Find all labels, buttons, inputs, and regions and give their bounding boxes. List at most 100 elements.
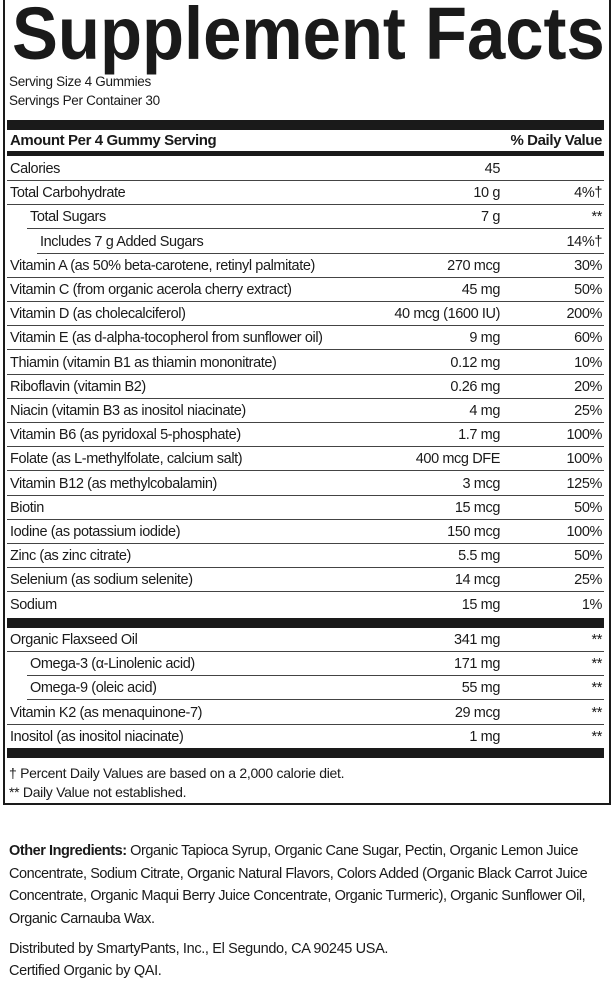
nutrient-name: Selenium (as sodium selenite) — [10, 572, 193, 589]
table-row: Vitamin C (from organic acerola cherry e… — [7, 278, 604, 302]
footnote-double-asterisk: ** Daily Value not established. — [9, 784, 187, 800]
nutrient-dv: 100% — [566, 451, 603, 468]
divider-thick — [7, 120, 604, 130]
nutrient-amount: 10 g — [473, 185, 500, 202]
other-ingredients-text: Organic Tapioca Syrup, Organic Cane Suga… — [9, 843, 588, 927]
nutrient-name: Organic Flaxseed Oil — [10, 632, 138, 648]
nutrient-amount: 0.12 mg — [450, 354, 500, 371]
table-row: Vitamin B6 (as pyridoxal 5-phosphate) 1.7… — [7, 423, 604, 448]
nutrient-amount: 400 mcg DFE — [415, 451, 501, 468]
nutrient-dv: ** — [591, 632, 603, 648]
table-row: Vitamin K2 (as menaquinone-7) 29 mcg ** — [7, 701, 604, 725]
nutrient-dv: 50% — [574, 548, 602, 565]
table-row: Niacin (vitamin B3 as inositol niacinate… — [7, 399, 604, 423]
serving-size: Serving Size 4 Gummies — [9, 74, 151, 89]
nutrient-dv: 25% — [574, 403, 602, 419]
nutrient-name: Total Sugars — [30, 209, 106, 226]
nutrient-amount: 150 mcg — [447, 524, 500, 540]
nutrient-amount: 15 mg — [461, 596, 501, 613]
nutrient-dv: 60% — [574, 330, 602, 347]
table-row: Iodine (as potassium iodide) 150 mcg 100% — [7, 520, 604, 544]
nutrient-dv: 125% — [566, 475, 603, 492]
nutrient-dv: 14%† — [566, 233, 603, 250]
nutrient-name: Sodium — [10, 596, 57, 613]
nutrient-name: Total Carbohydrate — [10, 185, 126, 202]
amount-header: Amount Per 4 Gummy Serving — [10, 132, 217, 149]
table-row: Vitamin B12 (as methylcobalamin) 3 mcg 125… — [7, 472, 604, 496]
nutrient-amount: 270 mcg — [447, 257, 500, 274]
nutrient-name: Calories — [10, 161, 60, 177]
nutrient-dv: ** — [591, 680, 603, 697]
nutrient-amount: 55 mg — [461, 680, 501, 697]
nutrient-name: Vitamin K2 (as menaquinone-7) — [10, 704, 203, 721]
nutrient-name: Vitamin E (as d-alpha-tocopherol from su… — [10, 330, 323, 347]
nutrient-amount: 45 mg — [461, 282, 501, 298]
divider-medium — [7, 151, 604, 156]
nutrient-dv: ** — [591, 656, 603, 673]
nutrient-dv: 50% — [574, 282, 602, 298]
nutrient-dv: ** — [591, 728, 603, 745]
nutrient-dv: 30% — [574, 257, 602, 274]
nutrient-name: Niacin (vitamin B3 as inositol niacinate… — [10, 403, 246, 419]
nutrient-name: Vitamin B6 (as pyridoxal 5-phosphate) — [10, 427, 241, 444]
nutrient-dv: 25% — [574, 572, 602, 589]
nutrient-dv: ** — [591, 209, 603, 226]
nutrient-name: Iodine (as potassium iodide) — [10, 524, 181, 540]
dv-header: % Daily Value — [510, 132, 602, 149]
table-row: Biotin 15 mcg 50% — [7, 496, 604, 520]
nutrient-name: Zinc (as zinc citrate) — [10, 548, 131, 565]
nutrient-dv: 100% — [566, 524, 603, 540]
nutrient-amount: 171 mg — [454, 656, 500, 673]
nutrient-name: Vitamin A (as 50% beta-carotene, retinyl… — [10, 257, 315, 274]
table-row: Omega-9 (oleic acid) 55 mg ** — [27, 676, 604, 701]
other-ingredients: Other Ingredients: Organic Tapioca Syrup… — [9, 840, 607, 930]
nutrient-dv: 10% — [574, 354, 602, 371]
table-row: Zinc (as zinc citrate) 5.5 mg 50% — [7, 544, 604, 569]
nutrient-amount: 45 — [484, 161, 501, 177]
nutrient-name: Thiamin (vitamin B1 as thiamin mononitra… — [10, 354, 277, 371]
nutrient-name: Folate (as L-methylfolate, calcium salt) — [10, 451, 243, 468]
nutrient-amount: 15 mcg — [454, 499, 501, 516]
nutrient-dv: ** — [591, 704, 603, 721]
nutrient-amount: 4 mg — [469, 403, 500, 419]
divider-thick — [7, 748, 604, 758]
nutrient-name: Biotin — [10, 499, 44, 516]
nutrient-amount: 1.7 mg — [458, 427, 500, 444]
table-row: Riboflavin (vitamin B2) 0.26 mg 20% — [7, 375, 604, 399]
footnote-dagger: † Percent Daily Values are based on a 2,… — [9, 765, 345, 781]
nutrient-amount: 29 mcg — [454, 704, 501, 721]
nutrient-dv: 1% — [581, 596, 603, 613]
nutrient-dv: 20% — [574, 378, 602, 395]
nutrient-name: Inositol (as inositol niacinate) — [10, 728, 184, 745]
nutrient-amount: 9 mg — [469, 330, 500, 347]
nutrient-name: Includes 7 g Added Sugars — [40, 233, 204, 250]
nutrient-amount: 3 mcg — [462, 475, 501, 492]
nutrient-dv: 200% — [566, 306, 603, 323]
table-row: Calories 45 — [7, 157, 604, 181]
table-row: Omega-3 (α-Linolenic acid) 171 mg ** — [27, 652, 604, 677]
nutrient-dv: 50% — [574, 499, 602, 516]
other-ingredients-label: Other Ingredients: — [9, 843, 127, 859]
table-row: Vitamin D (as cholecalciferol) 40 mcg (16… — [7, 302, 604, 327]
nutrient-amount: 0.26 mg — [450, 378, 500, 395]
panel-title: Supplement Facts — [12, 0, 605, 75]
table-row: Folate (as L-methylfolate, calcium salt)… — [7, 447, 604, 472]
table-row: Selenium (as sodium selenite) 14 mcg 25% — [7, 568, 604, 593]
table-row: Vitamin A (as 50% beta-carotene, retinyl… — [7, 254, 604, 278]
table-row: Sodium 15 mg 1% — [7, 593, 604, 617]
nutrient-name: Omega-9 (oleic acid) — [30, 680, 157, 697]
table-row: Inositol (as inositol niacinate) 1 mg ** — [7, 725, 604, 749]
table-row: Vitamin E (as d-alpha-tocopherol from su… — [7, 326, 604, 351]
nutrient-name: Vitamin C (from organic acerola cherry e… — [10, 282, 292, 298]
nutrient-name: Vitamin B12 (as methylcobalamin) — [10, 475, 217, 492]
table-row: Thiamin (vitamin B1 as thiamin mononitra… — [7, 351, 604, 375]
nutrient-amount: 40 mcg (1600 IU) — [394, 306, 500, 323]
table-header: Amount Per 4 Gummy Serving % Daily Value — [10, 132, 602, 150]
supplement-facts-panel — [3, 0, 611, 805]
nutrient-name: Riboflavin (vitamin B2) — [10, 378, 146, 395]
nutrient-amount: 7 g — [481, 209, 500, 226]
label-lower-text: Other Ingredients: Organic Tapioca Syrup… — [9, 840, 607, 982]
table-row: Total Carbohydrate 10 g 4%† — [7, 181, 604, 206]
servings-per-container: Servings Per Container 30 — [9, 93, 160, 108]
table-row: Organic Flaxseed Oil 341 mg ** — [7, 628, 604, 652]
